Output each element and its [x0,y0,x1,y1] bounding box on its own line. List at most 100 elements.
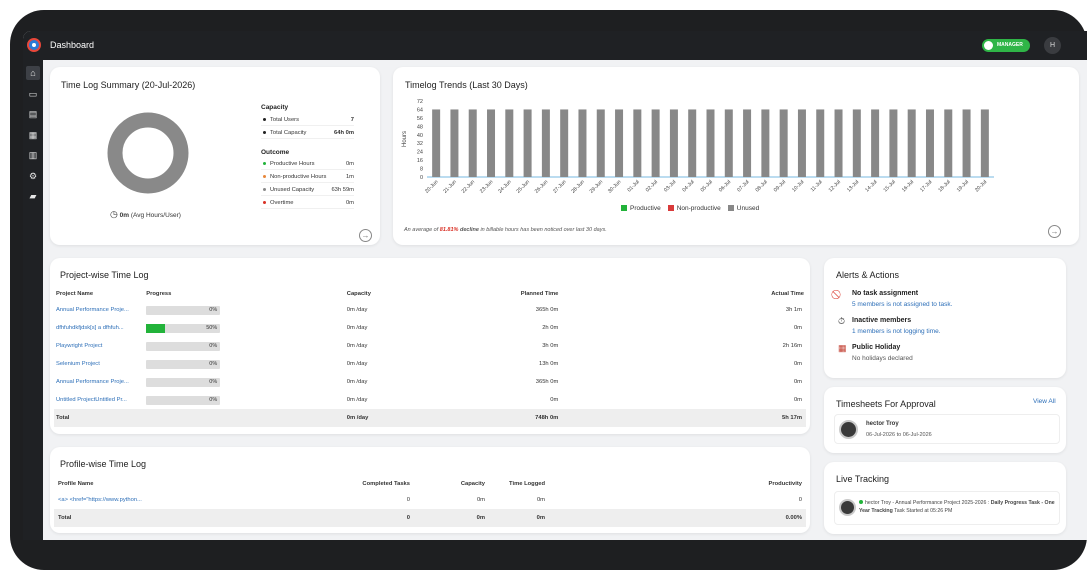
bar-unused[interactable] [706,109,715,177]
bar-unused[interactable] [962,109,971,177]
bar-unused[interactable] [505,109,514,177]
user-avatar[interactable]: H [1044,37,1061,54]
table-row[interactable]: Playwright Project 0% 0m /day 3h 0m 2h 16m [54,337,806,355]
bar-unused[interactable] [743,109,752,177]
progress-cell: 0% [144,337,345,355]
settings-icon[interactable]: ⚙ [28,170,38,181]
progress-bar: 0% [146,341,221,351]
view-all-link[interactable]: View All [1033,398,1056,405]
table-row[interactable]: Selenium Project 0% 0m /day 13h 0m 0m [54,355,806,373]
bar-unused[interactable] [487,109,496,177]
bar-unused[interactable] [761,109,770,177]
table-row[interactable]: Untitled ProjectUntitled Pr... 0% 0m /day 0… [54,391,806,409]
bar-unused[interactable] [468,109,477,177]
projects-total-row: Total 0m /day 748h 0m 5h 17m [54,409,806,427]
top-bar: Dashboard MANAGER H [23,31,1087,60]
bar-unused[interactable] [925,109,934,177]
x-tick-label: 30-Jun [607,179,623,195]
progress-percent: 0% [209,360,218,367]
project-name-link[interactable]: Playwright Project [56,343,103,349]
outcome-value: 0m [345,200,354,206]
x-tick-label: 01-Jul [627,179,641,193]
profile-capacity-cell: 0m [476,497,485,503]
project-name-link[interactable]: Annual Performance Proje... [56,307,129,313]
trends-note-suffix: in billable hours has been noticed over … [478,227,607,233]
bar-unused[interactable] [889,109,898,177]
summary-next-button[interactable]: → [359,229,372,242]
bar-unused[interactable] [651,109,660,177]
profiles-total-logged: 0m [536,515,545,521]
home-icon[interactable]: ⌂ [26,66,40,80]
alert-subtitle[interactable]: 1 members is not logging time. [852,328,941,335]
x-tick-label: 04-Jul [681,179,695,193]
profile-completed-cell: 0 [406,497,410,503]
trends-next-button[interactable]: → [1048,225,1061,238]
progress-percent: 0% [209,342,218,349]
bar-unused[interactable] [633,109,642,177]
x-tick-label: 27-Jun [552,179,568,195]
bar-unused[interactable] [560,109,569,177]
bar-unused[interactable] [816,109,825,177]
bar-unused[interactable] [871,109,880,177]
bar-unused[interactable] [907,109,916,177]
sidebar: ⌂ ▭ ▤ ▦ ▥ ⚙ ▰ [23,60,43,540]
bar-unused[interactable] [432,109,441,177]
timesheet-icon[interactable]: ▤ [28,109,38,119]
devices-icon[interactable]: ▭ [28,88,38,99]
bar-unused[interactable] [523,109,532,177]
bar-unused[interactable] [797,109,806,177]
bar-unused[interactable] [779,109,788,177]
table-row[interactable]: dfhfuhdkfjdsk[s] a dfhfuh... 50% 0m /day 2h… [54,319,806,337]
tracking-live-dot [859,500,863,504]
table-row[interactable]: <a> <href="https://www.python... 0 0m 0m 0 [54,491,806,509]
toggle-knob [984,41,993,50]
profile-name-link[interactable]: <a> <href="https://www.python... [58,497,142,503]
bar-unused[interactable] [669,109,678,177]
legend-swatch [667,205,674,211]
approval-item[interactable]: hector Troy 06-Jul-2026 to 06-Jul-2026 [834,414,1060,444]
approval-avatar [839,420,858,439]
approval-name: hector Troy [866,421,899,427]
bar-unused[interactable] [834,109,843,177]
legend-item[interactable]: Unused [727,205,759,212]
x-tick-label: 08-Jul [755,179,769,193]
table-row[interactable]: Annual Performance Proje... 0% 0m /day 365h… [54,373,806,391]
progress-cell: 0% [144,301,345,319]
total-planned: 748h 0m [535,415,559,421]
app-logo-icon[interactable] [27,38,41,52]
calendar-add-icon[interactable]: ▦ [28,129,38,140]
bar-unused[interactable] [980,109,989,177]
legend-item[interactable]: Non-productive [667,205,721,212]
bar-unused[interactable] [450,109,459,177]
role-toggle[interactable]: MANAGER [982,39,1030,52]
alert-subtitle[interactable]: 5 members is not assigned to task. [852,301,953,308]
folder-icon[interactable]: ▰ [29,191,37,201]
bar-unused[interactable] [615,109,624,177]
capacity-cell: 0m /day [346,325,368,331]
project-name-link[interactable]: Selenium Project [56,361,100,367]
alert-item[interactable]: ▦ Public Holiday No holidays declared [838,343,1058,368]
project-name-link[interactable]: Untitled ProjectUntitled Pr... [56,397,127,403]
alert-item[interactable]: ⏱ Inactive members 1 members is not loggin… [838,316,1058,341]
project-name-link[interactable]: Annual Performance Proje... [56,379,129,385]
capacity-cell: 0m /day [346,379,368,385]
trends-title: Timelog Trends (Last 30 Days) [405,80,528,90]
legend-item[interactable]: Productive [621,205,661,212]
bar-unused[interactable] [724,109,733,177]
x-tick-label: 10-Jul [791,179,805,193]
bar-unused[interactable] [541,109,550,177]
profile-logged-cell: 0m [536,497,545,503]
bar-unused[interactable] [596,109,605,177]
bar-unused[interactable] [578,109,587,177]
bar-unused[interactable] [944,109,953,177]
capacity-cell: 0m /day [346,397,368,403]
bar-unused[interactable] [852,109,861,177]
table-row[interactable]: Annual Performance Proje... 0% 0m /day 365h… [54,301,806,319]
project-name-link[interactable]: dfhfuhdkfjdsk[s] a dfhfuh... [56,325,124,331]
trends-legend: Productive Non-productive Unused [621,205,766,212]
bar-unused[interactable] [688,109,697,177]
tracking-item[interactable]: hector Troy - Annual Performance Project… [834,491,1060,525]
report-icon[interactable]: ▥ [28,150,38,160]
trends-note-prefix: An average of [404,227,440,233]
